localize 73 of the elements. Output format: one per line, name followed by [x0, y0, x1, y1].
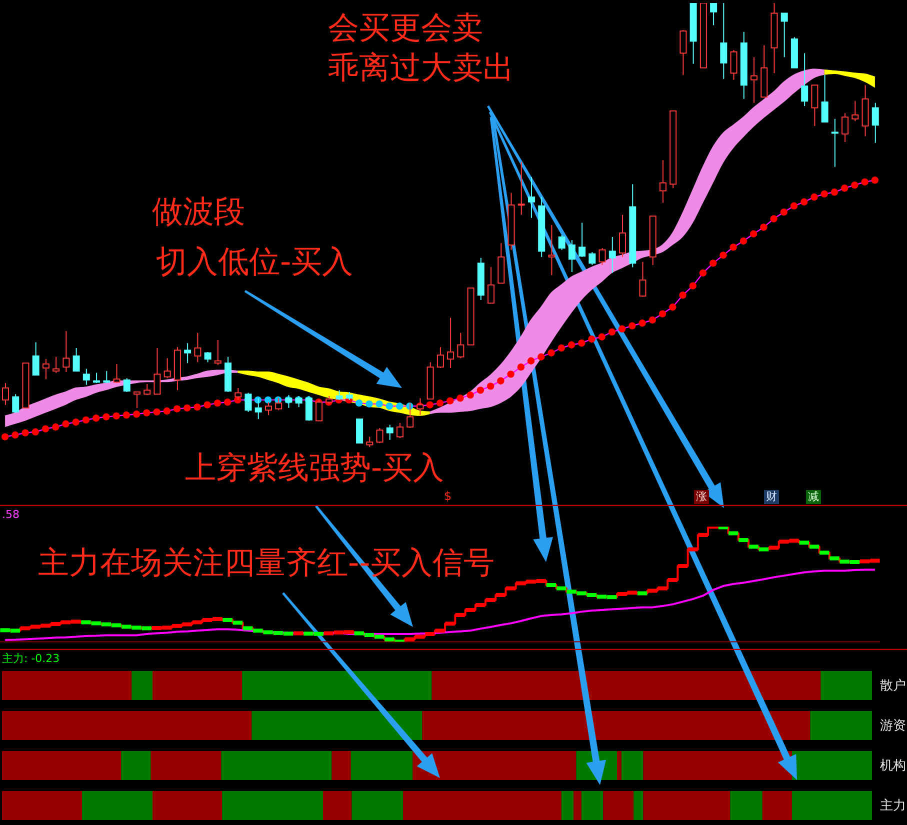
bar: [2, 711, 252, 740]
bar: [121, 751, 151, 780]
candlestick: [184, 342, 192, 364]
candlestick: [528, 176, 535, 218]
bar: [422, 711, 810, 740]
bar: [561, 791, 574, 820]
text: .58: [2, 508, 20, 521]
bar: [574, 791, 582, 820]
candlestick: [720, 3, 728, 80]
bar: [221, 751, 332, 780]
candlestick: [447, 317, 454, 368]
bar: [603, 791, 634, 820]
bar: [581, 791, 604, 820]
bar: [634, 791, 644, 820]
text: 主力: -0.23: [2, 652, 60, 665]
bar: [323, 791, 352, 820]
candlestick: [254, 398, 262, 420]
annotation: 乖离过大卖出: [328, 50, 514, 86]
bar: [643, 791, 730, 820]
text: 涨: [694, 490, 709, 504]
bar: [820, 671, 872, 700]
text: 减: [806, 490, 821, 504]
bar: [2, 671, 132, 700]
y-tick-label: 机构: [880, 758, 906, 774]
annotation: 做波段: [152, 194, 245, 230]
candlestick: [608, 236, 616, 274]
bar: [242, 671, 432, 700]
candlestick: [42, 358, 50, 380]
annotation: 会买更会卖: [328, 10, 483, 46]
bar: [332, 751, 351, 780]
bar: [412, 751, 576, 780]
text: $: [444, 489, 452, 503]
candlestick: [659, 160, 666, 204]
bar: [82, 791, 153, 820]
candlestick: [862, 84, 869, 137]
bar: [810, 711, 872, 740]
candlestick: [518, 161, 525, 216]
bar: [2, 751, 122, 780]
candlestick: [831, 118, 838, 168]
bar: [792, 791, 872, 820]
bar: [2, 791, 82, 820]
bar: [617, 751, 622, 780]
bar: [762, 791, 792, 820]
candlestick: [548, 224, 556, 276]
bar: [403, 791, 562, 820]
bar: [152, 671, 242, 700]
bar: [643, 751, 792, 780]
y-tick-label: 散户: [880, 678, 906, 694]
bar: [222, 791, 324, 820]
annotation: 切入低位-买入: [156, 244, 354, 280]
candlestick: [750, 56, 758, 104]
bar: [432, 671, 821, 700]
candlestick: [568, 240, 576, 273]
y-tick-label: 主力: [880, 798, 906, 814]
y-tick-label: 游资: [880, 718, 906, 734]
candlestick: [770, 3, 778, 74]
bar: [730, 791, 762, 820]
bar: [352, 791, 404, 820]
bar: [792, 751, 872, 780]
candlestick: [508, 192, 515, 250]
candlestick: [538, 196, 546, 258]
bar: [152, 791, 222, 820]
bar: [621, 751, 644, 780]
candlestick: [872, 102, 879, 144]
bar: [252, 711, 422, 740]
bar: [132, 671, 153, 700]
bar: [350, 751, 413, 780]
candlestick: [740, 31, 748, 100]
candlestick: [801, 52, 808, 107]
bar: [150, 751, 222, 780]
text: 财: [764, 490, 779, 504]
candlestick: [62, 330, 70, 372]
text: 上穿紫线强势-买入: [185, 450, 444, 486]
